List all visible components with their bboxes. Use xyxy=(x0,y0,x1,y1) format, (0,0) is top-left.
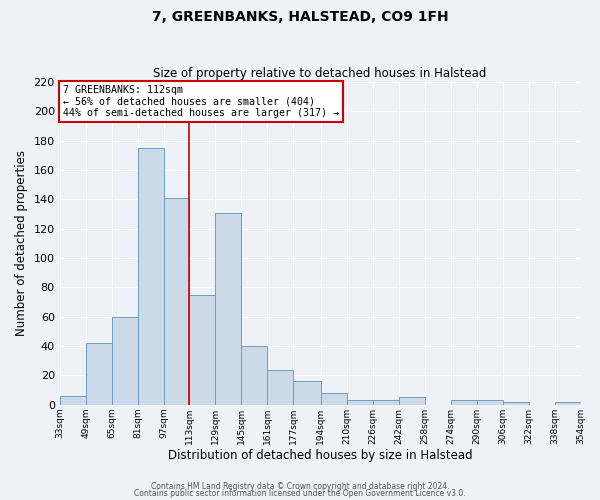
Bar xyxy=(268,370,293,405)
Bar xyxy=(476,400,503,405)
Bar xyxy=(554,402,581,405)
Bar xyxy=(137,148,164,405)
Text: Contains public sector information licensed under the Open Government Licence v3: Contains public sector information licen… xyxy=(134,490,466,498)
Bar xyxy=(112,317,137,405)
Bar xyxy=(451,400,476,405)
X-axis label: Distribution of detached houses by size in Halstead: Distribution of detached houses by size … xyxy=(168,450,472,462)
Bar xyxy=(215,212,241,405)
Bar xyxy=(399,398,425,405)
Bar xyxy=(86,343,112,405)
Bar xyxy=(347,400,373,405)
Bar xyxy=(373,400,399,405)
Text: 7, GREENBANKS, HALSTEAD, CO9 1FH: 7, GREENBANKS, HALSTEAD, CO9 1FH xyxy=(152,10,448,24)
Bar xyxy=(321,393,347,405)
Text: Contains HM Land Registry data © Crown copyright and database right 2024.: Contains HM Land Registry data © Crown c… xyxy=(151,482,449,491)
Bar xyxy=(503,402,529,405)
Bar xyxy=(59,396,86,405)
Y-axis label: Number of detached properties: Number of detached properties xyxy=(15,150,28,336)
Bar xyxy=(293,382,321,405)
Bar xyxy=(241,346,268,405)
Text: 7 GREENBANKS: 112sqm
← 56% of detached houses are smaller (404)
44% of semi-deta: 7 GREENBANKS: 112sqm ← 56% of detached h… xyxy=(63,85,339,118)
Bar xyxy=(164,198,190,405)
Title: Size of property relative to detached houses in Halstead: Size of property relative to detached ho… xyxy=(154,66,487,80)
Bar xyxy=(190,295,215,405)
